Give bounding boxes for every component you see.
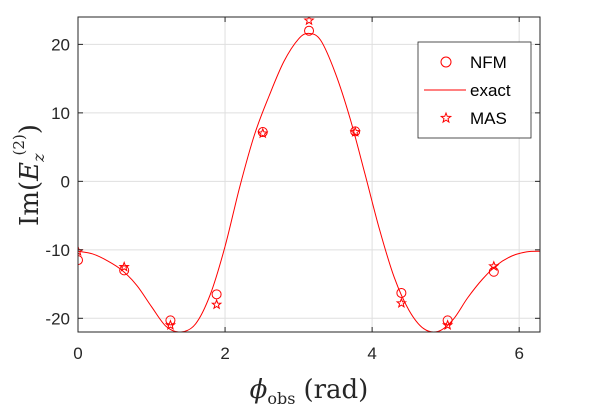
mas-point <box>164 319 177 330</box>
y-axis-label: Im(Ez(2)) <box>10 124 48 226</box>
x-tick-label: 4 <box>367 344 376 363</box>
nfm-point <box>211 289 222 300</box>
nfm-point <box>78 255 83 266</box>
legend-circle-marker <box>440 56 452 68</box>
x-axis-label: ϕobs (rad) <box>250 375 369 408</box>
legend-star-marker <box>439 111 453 124</box>
legend: NFM exact MAS <box>417 41 532 139</box>
axes-box <box>77 16 541 333</box>
y-tick-label: -10 <box>45 241 70 260</box>
nfm-point <box>304 25 315 36</box>
mas-point <box>395 297 408 309</box>
mas-point <box>441 319 454 330</box>
legend-label-exact: exact <box>470 81 511 100</box>
y-tick-label: -20 <box>45 309 70 328</box>
y-tick-label: 0 <box>61 172 70 191</box>
legend-label-nfm: NFM <box>470 53 507 72</box>
legend-label-mas: MAS <box>470 109 507 128</box>
mas-point <box>118 261 130 272</box>
exact-curve <box>78 32 540 332</box>
plot-area <box>78 17 540 332</box>
ticks: 0 2 4 6 -20 -10 0 10 20 <box>45 17 540 363</box>
y-tick-label: 20 <box>51 35 70 54</box>
mas-point <box>488 260 500 272</box>
mas-point <box>257 127 269 139</box>
mas-point <box>210 298 223 310</box>
x-tick-label: 0 <box>73 344 82 363</box>
y-tick-label: 10 <box>51 104 70 123</box>
mas-point <box>349 126 361 137</box>
nfm-point <box>165 315 176 326</box>
mas-point <box>303 17 315 26</box>
nfm-point <box>119 265 130 276</box>
x-tick-label: 2 <box>220 344 229 363</box>
x-tick-label: 6 <box>514 344 523 363</box>
